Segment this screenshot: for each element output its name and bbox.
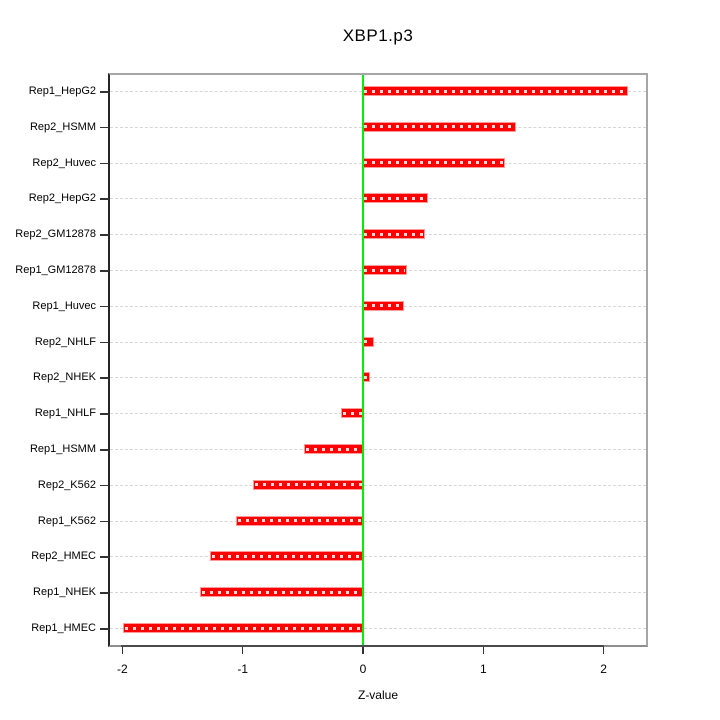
y-axis-label: Rep1_K562 — [37, 514, 96, 527]
bar — [362, 265, 407, 275]
bar — [362, 193, 429, 204]
y-axis-label: Rep2_Huvec — [32, 156, 96, 169]
y-axis-label: Rep2_NHEK — [33, 371, 96, 384]
x-tick-label: -1 — [237, 662, 249, 676]
bar — [303, 444, 364, 454]
bar — [362, 229, 425, 240]
grid-line — [110, 377, 646, 379]
x-tick — [121, 647, 124, 654]
bar — [341, 408, 364, 419]
y-axis-label: Rep1_GM12878 — [15, 264, 96, 276]
bar — [362, 86, 628, 96]
y-axis-label: Rep1_Huvec — [32, 299, 96, 312]
y-axis-label: Rep2_GM12878 — [15, 228, 96, 241]
bar — [210, 551, 364, 562]
x-tick — [482, 647, 485, 654]
grid-line — [110, 520, 646, 522]
grid-line — [110, 341, 646, 343]
x-tick-label: -2 — [117, 662, 128, 676]
plot-area — [108, 73, 648, 647]
y-axis-label: Rep1_NHLF — [34, 407, 96, 420]
bar — [362, 157, 506, 168]
bar — [362, 121, 516, 132]
y-axis-label: Rep2_HMEC — [31, 550, 96, 563]
y-axis-label: Rep2_NHLF — [34, 335, 96, 348]
grid-line — [110, 628, 646, 629]
y-axis-label: Rep2_HepG2 — [28, 192, 96, 205]
bar — [123, 623, 364, 633]
bar — [362, 300, 405, 311]
zero-line — [362, 75, 364, 645]
bar — [236, 515, 364, 526]
x-tick — [241, 647, 244, 654]
grid-line — [110, 592, 646, 594]
y-axis-label: Rep2_K562 — [37, 478, 96, 491]
bar — [253, 479, 364, 490]
grid-line — [110, 413, 646, 415]
y-axis-label: Rep1_NHEK — [33, 586, 96, 599]
chart-title: XBP1.p3 — [342, 26, 414, 45]
x-tick — [602, 647, 605, 654]
bar — [200, 587, 364, 598]
y-axis-label: Rep1_HepG2 — [28, 85, 96, 97]
x-axis-title: Z-value — [357, 688, 398, 702]
x-tick — [362, 647, 364, 654]
grid-line — [110, 556, 646, 558]
y-axis-label: Rep1_HMEC — [31, 622, 96, 634]
x-tick-label: 0 — [359, 662, 367, 676]
grid-line — [110, 484, 646, 486]
x-tick-label: 1 — [479, 662, 487, 676]
x-tick-label: 2 — [600, 662, 607, 676]
grid-line — [110, 449, 646, 450]
y-axis-label: Rep2_HSMM — [29, 120, 96, 133]
y-axis-label: Rep1_HSMM — [29, 443, 96, 455]
